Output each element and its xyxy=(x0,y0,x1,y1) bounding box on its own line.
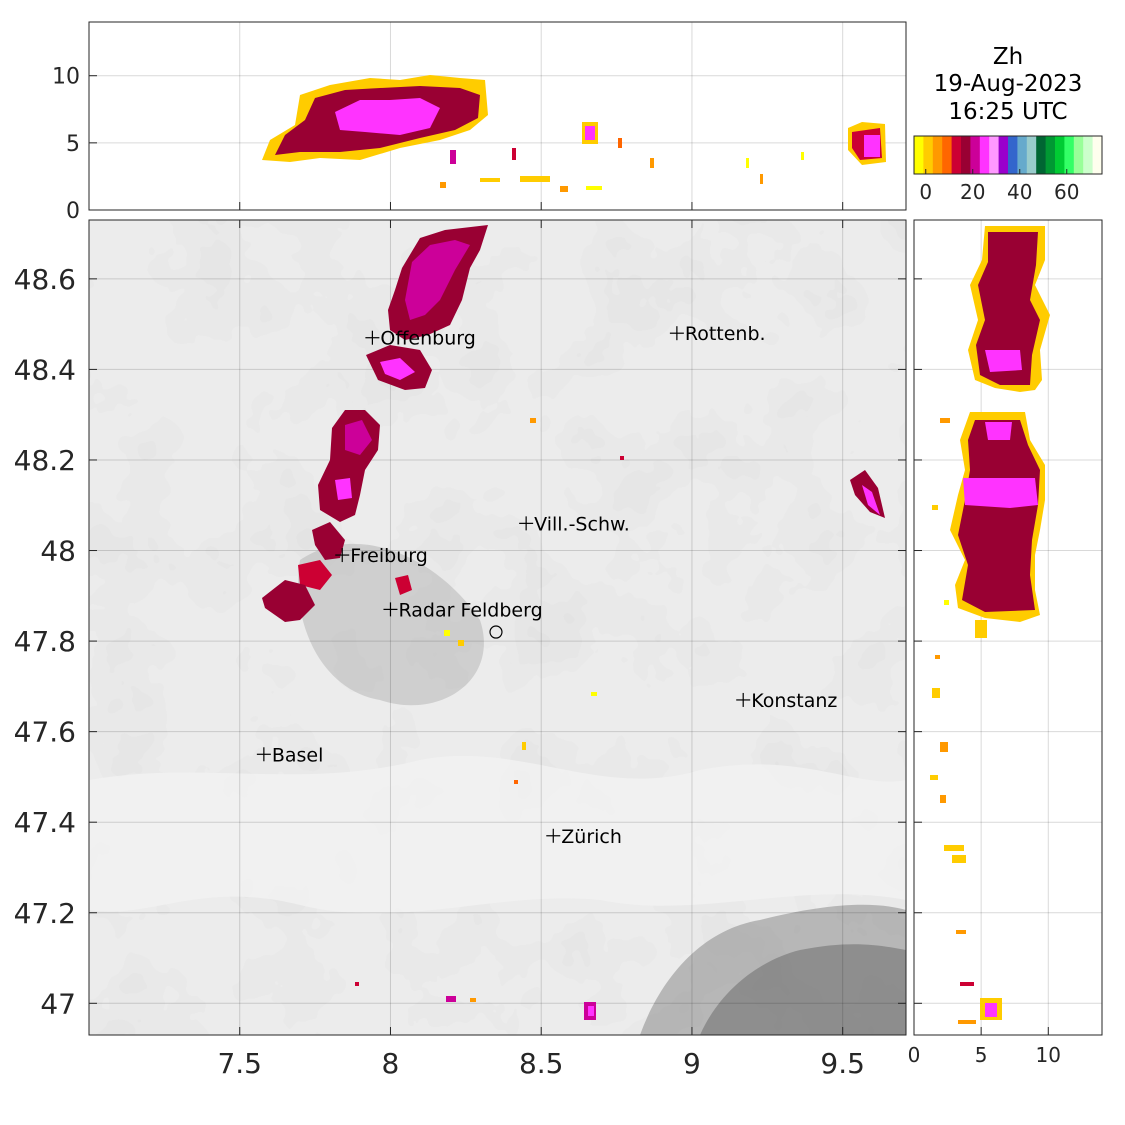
right-x-tick-label: 10 xyxy=(1036,1043,1061,1067)
map-axis-ticks: 7.5 8 8.5 9 9.5 48.6 48.4 48.2 48 47.8 47.6 47.4 47.… xyxy=(14,220,906,1080)
city-label: Vill.-Schw. xyxy=(534,513,630,535)
colorbar-swatch xyxy=(979,136,990,174)
top-panel-frame xyxy=(88,21,907,211)
top-y-tick-label: 5 xyxy=(66,132,80,157)
top-panel-gridlines xyxy=(89,22,906,210)
city-label: Radar Feldberg xyxy=(398,599,542,621)
map-y-tick-label: 47.8 xyxy=(14,625,76,658)
map-x-tick-label: 8.5 xyxy=(519,1047,564,1080)
legend-area: Zh 19-Aug-2023 16:25 UTC 0 20 40 60 xyxy=(913,44,1103,204)
colorbar-swatch xyxy=(1092,136,1103,174)
right-reflectivity-layer xyxy=(930,226,1050,1024)
map-y-tick-label: 48.4 xyxy=(14,353,76,386)
city-label: Offenburg xyxy=(380,328,475,350)
city-label: Zürich xyxy=(561,826,622,848)
colorbar-swatch xyxy=(942,136,953,174)
colorbar-swatch xyxy=(1008,136,1018,174)
city-label: Konstanz xyxy=(751,690,837,712)
colorbar-swatch xyxy=(970,136,981,174)
top-height-panel: 0 5 10 xyxy=(52,21,907,224)
right-panel-frame xyxy=(913,219,1103,1036)
colorbar-swatch xyxy=(1083,136,1094,174)
colorbar-tick-label: 0 xyxy=(919,180,932,204)
map-x-tick-label: 7.5 xyxy=(217,1047,262,1080)
colorbar-swatch xyxy=(989,136,1000,174)
colorbar-swatch xyxy=(1017,136,1028,174)
colorbar-swatch xyxy=(923,136,934,174)
city-label: Basel xyxy=(272,744,324,766)
city-markers: Offenburg Rottenb. Vill.-Schw. Freiburg Rada… xyxy=(256,323,837,848)
colorbar-swatch xyxy=(914,136,924,174)
right-x-tick-label: 5 xyxy=(975,1043,988,1067)
top-panel-axis-ticks: 0 5 10 xyxy=(52,65,844,224)
top-reflectivity-layer xyxy=(262,75,886,192)
map-y-tick-label: 47.4 xyxy=(14,806,76,839)
map-x-tick-label: 8 xyxy=(382,1047,400,1080)
colorbar-swatch xyxy=(961,136,971,174)
time-title: 16:25 UTC xyxy=(948,99,1067,125)
variable-title: Zh xyxy=(993,44,1023,70)
colorbar-swatch xyxy=(998,136,1009,174)
city-label: Freiburg xyxy=(350,545,428,567)
colorbar-ticks: 0 20 40 60 xyxy=(919,169,1079,204)
colorbar-swatch xyxy=(1055,136,1065,174)
colorbar-tick-label: 60 xyxy=(1054,180,1079,204)
map-y-tick-label: 48.2 xyxy=(14,444,76,477)
colorbar-swatch xyxy=(1026,136,1037,174)
map-y-tick-label: 47.2 xyxy=(14,897,76,930)
map-y-tick-label: 47 xyxy=(40,987,76,1020)
right-height-panel: 0 5 10 xyxy=(908,219,1103,1067)
top-y-tick-label: 10 xyxy=(52,65,80,90)
map-y-tick-label: 47.6 xyxy=(14,716,76,749)
date-title: 19-Aug-2023 xyxy=(934,71,1083,97)
map-y-tick-label: 48.6 xyxy=(14,263,76,296)
map-x-tick-label: 9.5 xyxy=(820,1047,865,1080)
colorbar-swatch xyxy=(1064,136,1075,174)
right-x-tick-label: 0 xyxy=(908,1043,921,1067)
colorbar-tick-label: 40 xyxy=(1007,180,1032,204)
map-frame xyxy=(88,219,907,1036)
colorbar-tick-label: 20 xyxy=(960,180,985,204)
map-y-tick-label: 48 xyxy=(40,535,76,568)
map-x-tick-label: 9 xyxy=(683,1047,701,1080)
radar-site-marker xyxy=(489,625,503,639)
colorbar-swatch xyxy=(1045,136,1056,174)
main-reflectivity-layer xyxy=(262,225,885,1020)
colorbar-swatch xyxy=(1036,136,1047,174)
colorbar-swatch xyxy=(951,136,962,174)
map-gridlines xyxy=(89,220,906,1035)
colorbar-frame xyxy=(913,135,1103,175)
city-label: Rottenb. xyxy=(685,323,766,345)
top-y-tick-label: 0 xyxy=(66,199,80,224)
colorbar-swatch xyxy=(932,136,943,174)
right-panel-axis-ticks: 0 5 10 xyxy=(908,278,1061,1067)
colorbar xyxy=(914,136,1103,174)
main-map: 7.5 8 8.5 9 9.5 48.6 48.4 48.2 48 47.8 47.6 47.4 47.… xyxy=(14,219,907,1080)
colorbar-swatch xyxy=(1073,136,1084,174)
terrain-layer xyxy=(89,220,906,1035)
